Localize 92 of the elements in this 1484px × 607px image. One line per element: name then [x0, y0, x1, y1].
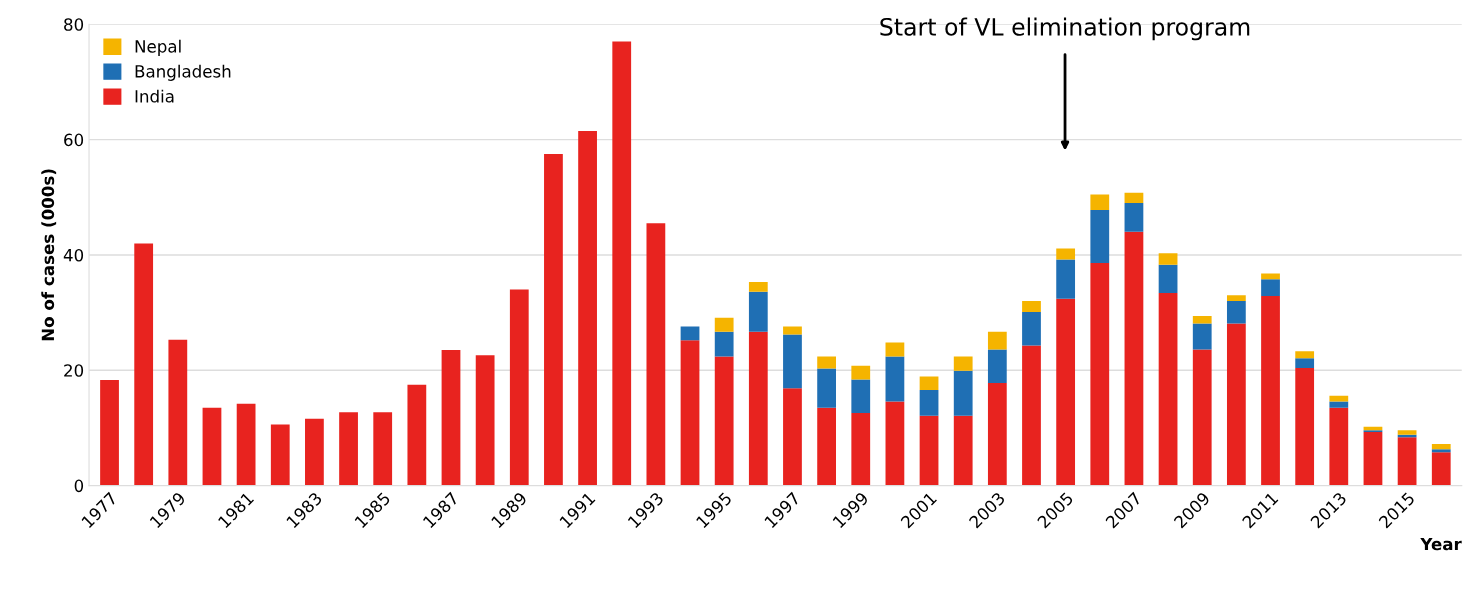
bar: [851, 412, 871, 486]
bar: [1124, 231, 1144, 486]
bar: [1431, 452, 1451, 486]
bar: [1192, 323, 1212, 350]
bar: [100, 380, 119, 486]
bar: [1261, 273, 1280, 280]
bar: [1226, 323, 1246, 486]
y-tick-label: 60: [64, 133, 84, 147]
bar: [1090, 209, 1110, 264]
bar: [1090, 263, 1110, 486]
bar: [1124, 203, 1144, 232]
bar: [441, 350, 461, 486]
bar: [817, 407, 836, 486]
bar: [919, 415, 939, 486]
bar: [987, 382, 1007, 486]
bar: [1158, 264, 1178, 293]
bar: [1192, 349, 1212, 486]
bar: [1022, 312, 1041, 346]
bar: [748, 291, 768, 332]
bar: [1124, 192, 1144, 204]
bar: [1226, 301, 1246, 324]
legend-label: Bangladesh: [135, 64, 231, 81]
bar: [1329, 407, 1349, 486]
bar: [1192, 316, 1212, 324]
bar: [1158, 293, 1178, 486]
bar: [783, 326, 802, 335]
bar: [885, 356, 905, 402]
bar: [305, 418, 324, 486]
bar: [236, 403, 256, 486]
bar: [1295, 351, 1315, 359]
bar: [953, 370, 973, 416]
bar: [1397, 437, 1417, 486]
bar: [714, 331, 734, 357]
bar: [885, 401, 905, 486]
bar: [1056, 298, 1076, 486]
bar: [1056, 259, 1076, 299]
bar: [817, 368, 836, 408]
bar: [953, 415, 973, 486]
bar: [1261, 295, 1280, 486]
y-tick-label: 0: [74, 479, 84, 493]
bar: [134, 243, 154, 486]
legend-label: Nepal: [135, 39, 181, 56]
bar: [407, 384, 427, 486]
bar: [987, 349, 1007, 383]
bar: [339, 412, 358, 486]
bar: [578, 130, 597, 486]
bar: [1363, 431, 1383, 486]
bar: [270, 424, 290, 486]
y-tick-label: 40: [63, 248, 84, 262]
bar: [1022, 301, 1041, 313]
bar: [1431, 449, 1451, 453]
bar: [748, 331, 768, 486]
bar: [783, 388, 802, 486]
bar: [919, 389, 939, 416]
bar: [1022, 345, 1041, 486]
bar: [373, 412, 393, 486]
y-axis-title: No of cases (000s): [41, 169, 57, 341]
bar: [817, 356, 836, 369]
bar: [953, 356, 973, 371]
bar: [1295, 358, 1315, 368]
bar: [1056, 248, 1076, 260]
bar: [714, 317, 734, 332]
bar: [680, 326, 700, 341]
bar: [1295, 367, 1315, 486]
bar: [851, 379, 871, 413]
bar: [851, 365, 871, 380]
bar: [1090, 194, 1110, 210]
bar: [885, 342, 905, 357]
bar: [919, 376, 939, 390]
bar: [1431, 444, 1451, 450]
bar: [1226, 295, 1246, 302]
y-tick-label: 80: [64, 18, 84, 31]
bar: [1158, 253, 1178, 265]
bar: [987, 331, 1007, 350]
bar: [1261, 279, 1280, 296]
bar: [714, 356, 734, 486]
x-axis-title: Year: [1420, 537, 1462, 551]
bar: [748, 282, 768, 292]
annotation: Start of VL elimination program: [880, 17, 1250, 41]
bar: [646, 223, 666, 486]
bar: [783, 334, 802, 389]
bar: [680, 340, 700, 486]
bar: [1329, 401, 1349, 408]
legend-label: India: [135, 89, 174, 103]
bar: [544, 154, 563, 486]
bar: [475, 355, 495, 486]
bar: [1397, 430, 1417, 435]
bar: [509, 289, 529, 486]
bar: [168, 339, 188, 486]
bar: [612, 41, 632, 486]
bar: [202, 407, 222, 486]
y-tick-label: 20: [64, 364, 84, 377]
